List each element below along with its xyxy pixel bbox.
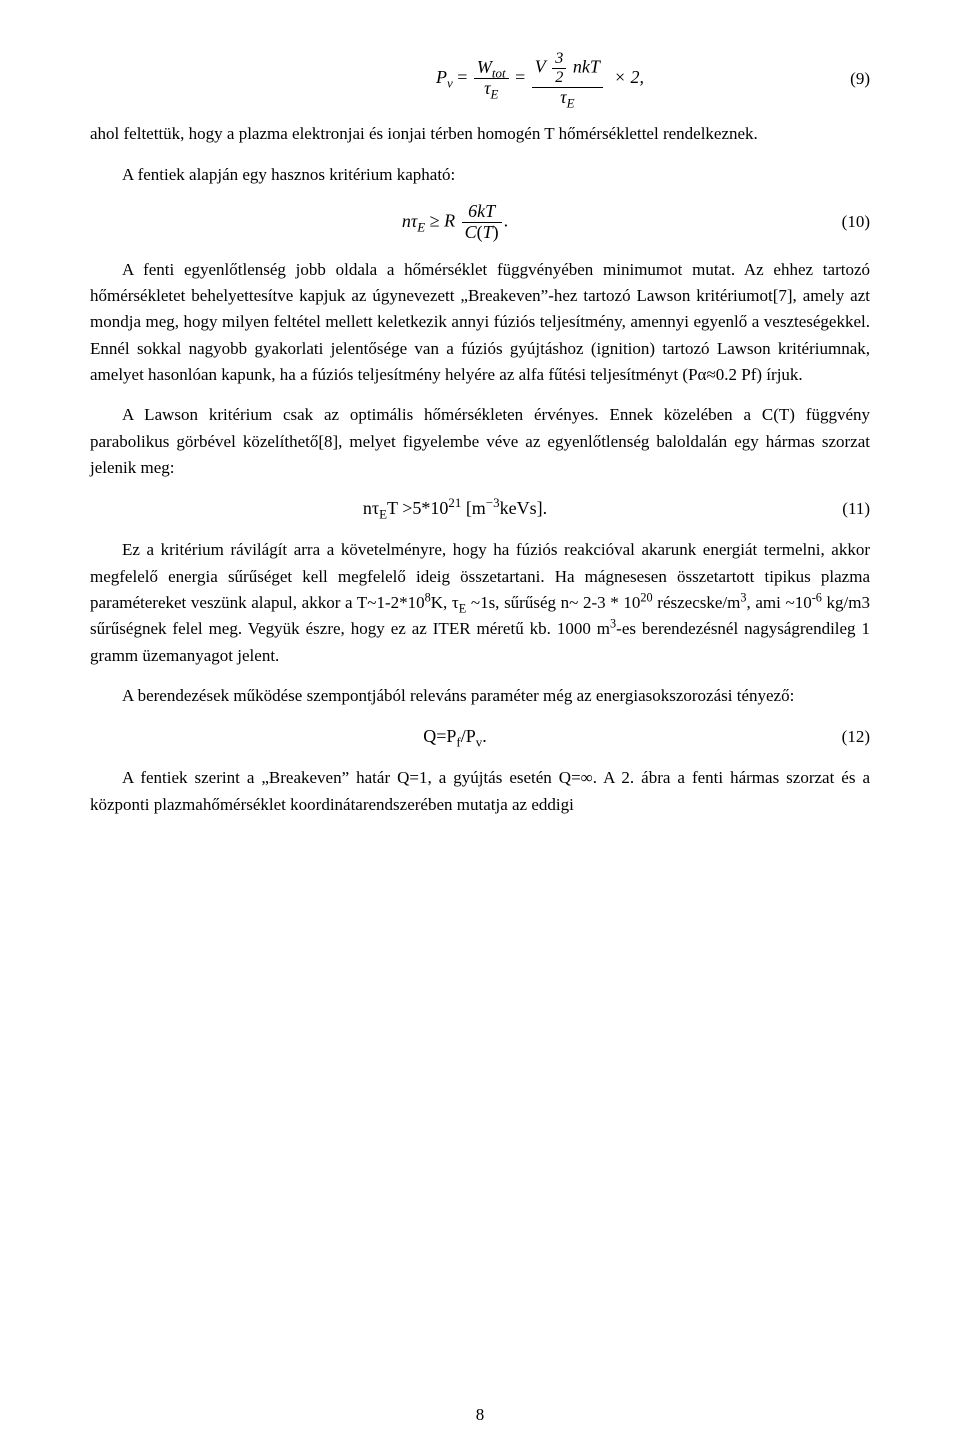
equation-10-content: nτE ≥ R 6kT C(T) . (90, 202, 820, 243)
paragraph-6: A berendezések működése szempontjából re… (90, 683, 870, 709)
paragraph-1: ahol feltettük, hogy a plazma elektronja… (90, 121, 870, 147)
paragraph-3: A fenti egyenlőtlenség jobb oldala a hőm… (90, 257, 870, 389)
paragraph-2: A fentiek alapján egy hasznos kritérium … (90, 162, 870, 188)
paragraph-7: A fentiek szerint a „Breakeven” határ Q=… (90, 765, 870, 818)
equation-11-number: (11) (820, 496, 870, 522)
equation-9-number: (9) (820, 66, 870, 92)
equation-11-content: nτET >5*1021 [m−3keVs]. (90, 495, 820, 523)
paragraph-4: A Lawson kritérium csak az optimális hőm… (90, 402, 870, 481)
equation-10-number: (10) (820, 209, 870, 235)
equation-12-content: Q=Pf/Pv. (90, 723, 820, 751)
paragraph-5: Ez a kritérium rávilágít arra a követelm… (90, 537, 870, 669)
equation-9: Pv = Wtot τE = V 32 nkT τE × 2, (9) (90, 50, 870, 107)
equation-12-number: (12) (820, 724, 870, 750)
equation-10: nτE ≥ R 6kT C(T) . (10) (90, 202, 870, 243)
equation-11: nτET >5*1021 [m−3keVs]. (11) (90, 495, 870, 523)
equation-9-content: Pv = Wtot τE = V 32 nkT τE × 2, (260, 50, 820, 107)
page-number: 8 (0, 1402, 960, 1428)
equation-12: Q=Pf/Pv. (12) (90, 723, 870, 751)
